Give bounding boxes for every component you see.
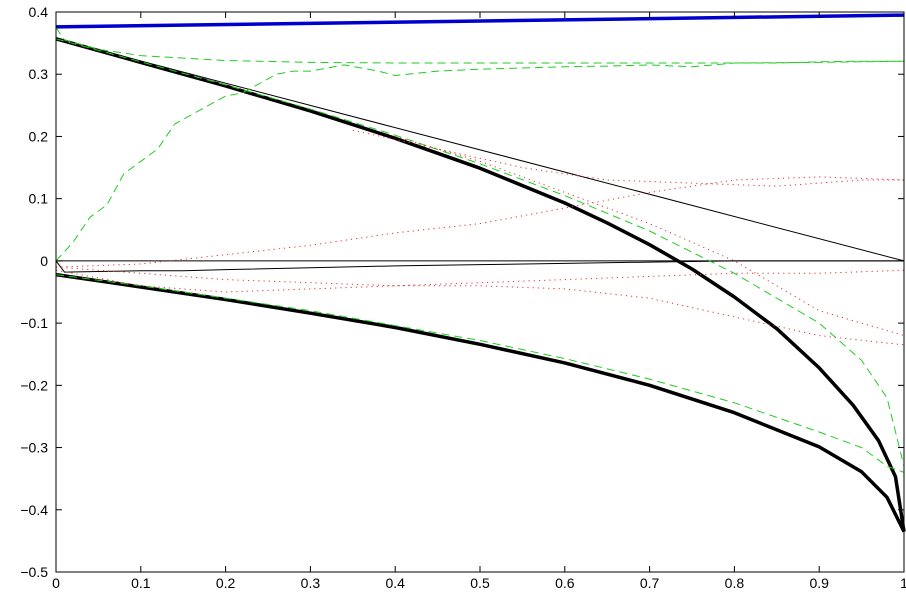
series-line-9 — [55, 274, 905, 473]
y-tick-label: −0.2 — [20, 377, 48, 393]
x-axis: 0 0.1 0.2 0.3 0.4 0.5 0.6 0.7 0.8 0.9 1 — [52, 12, 906, 591]
x-tick-label: 0.8 — [725, 575, 745, 591]
series-line-2 — [55, 272, 906, 533]
series-line-13 — [55, 269, 905, 346]
series-line-14 — [55, 266, 905, 287]
series-line-1 — [55, 37, 906, 532]
y-tick-label: −0.4 — [20, 502, 48, 518]
plot-lines — [55, 13, 906, 533]
x-tick-label: 0.4 — [385, 575, 405, 591]
series-line-7 — [55, 60, 904, 262]
y-tick-label: 0.2 — [29, 128, 49, 144]
series-line-5 — [55, 260, 904, 273]
y-tick-label: 0.1 — [29, 191, 49, 207]
x-tick-label: 0.6 — [555, 575, 575, 591]
x-tick-label: 0 — [52, 575, 60, 591]
x-tick-label: 0.3 — [301, 575, 321, 591]
series-line-6 — [55, 27, 905, 64]
y-tick-label: 0 — [40, 253, 48, 269]
series-line-8 — [55, 38, 905, 467]
y-tick-label: −0.1 — [20, 315, 48, 331]
y-axis: 0.4 0.3 0.2 0.1 0 −0.1 −0.2 −0.3 −0.4 −0.5 — [20, 4, 904, 580]
y-tick-label: −0.5 — [20, 564, 48, 580]
x-tick-label: 0.5 — [470, 575, 490, 591]
x-tick-label: 0.1 — [131, 575, 151, 591]
series-line-0 — [55, 13, 905, 29]
y-tick-label: 0.3 — [29, 66, 49, 82]
series-line-12 — [55, 176, 905, 268]
x-tick-label: 0.2 — [216, 575, 236, 591]
x-tick-label: 0.9 — [809, 575, 829, 591]
x-tick-label: 0.7 — [640, 575, 660, 591]
y-tick-label: −0.3 — [20, 440, 48, 456]
series-line-3 — [55, 38, 905, 262]
series-line-10 — [352, 129, 904, 187]
x-tick-label: 1 — [900, 575, 906, 591]
y-tick-label: 0.4 — [29, 4, 49, 20]
